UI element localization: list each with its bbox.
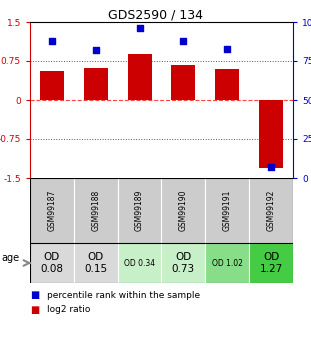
Text: GDS2590 / 134: GDS2590 / 134 [108, 8, 203, 21]
Bar [118, 243, 161, 283]
Bar [74, 243, 118, 283]
Point [49, 38, 54, 43]
Text: GSM99188: GSM99188 [91, 190, 100, 231]
Bar [215, 69, 239, 100]
Bar [128, 54, 152, 100]
Bar [30, 243, 74, 283]
Bar [40, 71, 64, 100]
Text: log2 ratio: log2 ratio [47, 306, 91, 315]
Bar [161, 178, 205, 243]
Text: OD 1.02: OD 1.02 [212, 258, 243, 267]
Point [137, 26, 142, 31]
Text: GSM99189: GSM99189 [135, 190, 144, 231]
Text: GSM99187: GSM99187 [47, 190, 56, 231]
Text: OD
0.73: OD 0.73 [172, 252, 195, 274]
Text: percentile rank within the sample: percentile rank within the sample [47, 290, 200, 299]
Point [93, 47, 98, 53]
Text: GSM99192: GSM99192 [267, 190, 276, 231]
Text: ■: ■ [30, 305, 39, 315]
Text: age: age [2, 253, 20, 263]
Point [269, 164, 274, 170]
Text: GSM99190: GSM99190 [179, 190, 188, 231]
Bar [161, 243, 205, 283]
Bar [171, 65, 196, 100]
Bar [249, 243, 293, 283]
Text: GSM99191: GSM99191 [223, 190, 232, 231]
Bar [249, 178, 293, 243]
Bar [118, 178, 161, 243]
Bar [205, 243, 249, 283]
Point [181, 38, 186, 43]
Text: ■: ■ [30, 290, 39, 300]
Bar [205, 178, 249, 243]
Bar [74, 178, 118, 243]
Point [225, 46, 230, 51]
Text: OD
1.27: OD 1.27 [259, 252, 283, 274]
Bar [259, 100, 283, 168]
Text: OD
0.15: OD 0.15 [84, 252, 107, 274]
Text: OD 0.34: OD 0.34 [124, 258, 155, 267]
Bar [30, 178, 74, 243]
Bar [84, 68, 108, 100]
Text: OD
0.08: OD 0.08 [40, 252, 63, 274]
